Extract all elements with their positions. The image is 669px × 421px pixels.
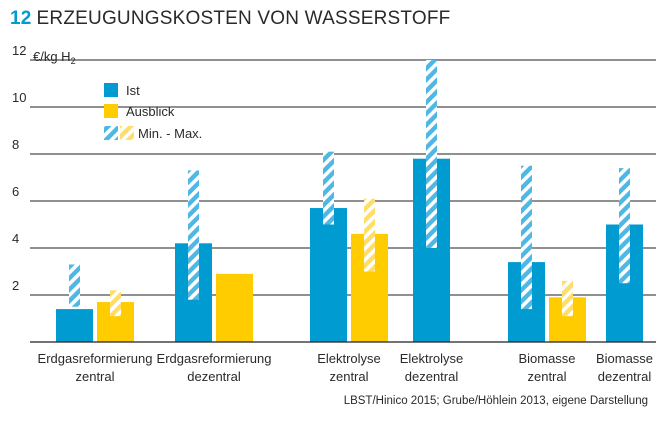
y-tick-label: 8 xyxy=(12,137,19,152)
x-tick-label: dezentral xyxy=(187,369,241,384)
legend-range-ist-swatch xyxy=(104,126,118,140)
x-tick-label: Erdgasreformierung xyxy=(38,351,153,366)
range-bar-ist xyxy=(188,170,199,300)
x-tick-label: Erdgasreformierung xyxy=(157,351,272,366)
legend-range-label: Min. - Max. xyxy=(138,126,202,141)
x-tick-label: Elektrolyse xyxy=(317,351,381,366)
y-axis-unit: €/kg H2 xyxy=(33,49,76,66)
x-tick-label: dezentral xyxy=(598,369,652,384)
bar-ist xyxy=(310,208,347,342)
range-bars xyxy=(69,60,630,317)
x-tick-label: Elektrolyse xyxy=(400,351,464,366)
legend-ausblick-label: Ausblick xyxy=(126,104,175,119)
legend: Ist Ausblick Min. - Max. xyxy=(104,83,202,141)
legend-range-ausblick-swatch xyxy=(120,126,134,140)
y-tick-label: 2 xyxy=(12,278,19,293)
y-tick-label: 4 xyxy=(12,231,19,246)
legend-ist-swatch xyxy=(104,83,118,97)
chart-title-text: ERZEUGUNGSKOSTEN VON WASSERSTOFF xyxy=(36,8,451,29)
x-tick-label: Biomasse xyxy=(596,351,653,366)
x-tick-label: Biomasse xyxy=(518,351,575,366)
legend-ist-label: Ist xyxy=(126,83,140,98)
y-tick-label: 6 xyxy=(12,184,19,199)
bars xyxy=(56,158,643,342)
range-bar-ist xyxy=(619,168,630,284)
range-bar-ausblick xyxy=(562,280,573,317)
x-tick-label: zentral xyxy=(75,369,114,384)
range-bar-ist xyxy=(426,60,437,248)
x-axis-labels: Erdgasreformierung zentral Erdgasreformier… xyxy=(38,351,653,384)
source-note: LBST/Hinico 2015; Grube/Höhlein 2013, ei… xyxy=(344,395,648,407)
chart-number: 12 xyxy=(10,8,32,29)
y-axis-ticks: 12 10 8 6 4 2 xyxy=(12,43,26,293)
x-tick-label: zentral xyxy=(329,369,368,384)
range-bar-ausblick xyxy=(110,290,121,317)
x-tick-label: dezentral xyxy=(405,369,459,384)
range-bar-ausblick xyxy=(364,198,375,272)
range-bar-ist xyxy=(323,151,334,225)
bar-ausblick xyxy=(216,273,253,342)
chart-title: 12 ERZEUGUNGSKOSTEN VON WASSERSTOFF xyxy=(10,8,450,30)
x-tick-label: zentral xyxy=(527,369,566,384)
legend-ausblick-swatch xyxy=(104,104,118,118)
range-bar-ist xyxy=(69,264,80,307)
y-tick-label: 10 xyxy=(12,90,26,105)
y-axis-unit-label: €/kg H xyxy=(33,49,71,64)
range-bar-ist xyxy=(521,165,532,310)
y-axis-unit-subscript: 2 xyxy=(71,56,76,66)
bar-ist xyxy=(56,309,93,342)
y-tick-label: 12 xyxy=(12,43,26,58)
